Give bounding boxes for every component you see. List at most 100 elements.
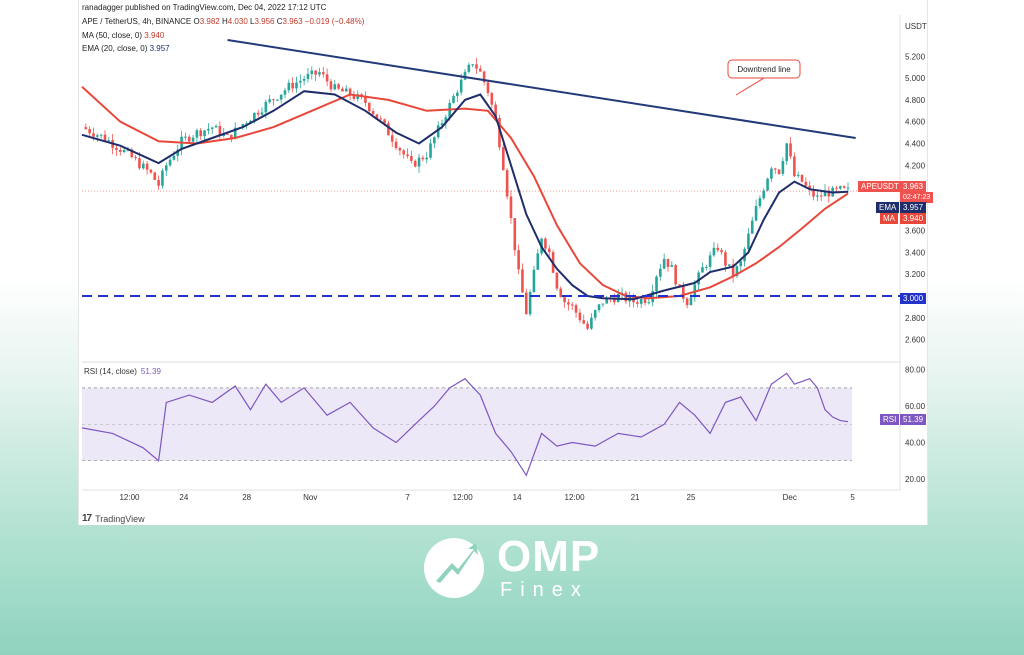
candle-body	[444, 117, 448, 124]
candle-body	[107, 140, 111, 142]
candle-body	[191, 137, 195, 142]
candle-body	[544, 238, 547, 249]
candle-body	[367, 102, 371, 112]
omp-finex-icon	[424, 538, 484, 598]
candle-body	[697, 272, 700, 285]
symbol-tag: APEUSDT	[858, 181, 902, 192]
candle-body	[122, 149, 126, 152]
rsi-label: RSI (14, close)	[84, 367, 137, 376]
candle-body	[521, 269, 524, 293]
candle-body	[674, 265, 677, 285]
rsi-tick-label: 20.00	[905, 475, 926, 484]
candle-body	[475, 64, 478, 69]
price-tick-label: 2.800	[905, 314, 926, 323]
high-label: H	[221, 17, 228, 26]
time-tick-label: 5	[850, 493, 855, 502]
candle-body	[375, 114, 379, 119]
candle-body	[348, 88, 352, 96]
low-label: L	[250, 17, 255, 26]
candle-body	[321, 72, 325, 75]
candle-body	[272, 99, 275, 101]
candle-body	[119, 149, 122, 152]
low-value: 3.956	[254, 17, 275, 26]
candle-body	[766, 178, 769, 191]
candle-body	[337, 84, 340, 89]
rsi-value-tag: 51.39	[900, 414, 927, 425]
candle-body	[429, 143, 432, 158]
time-tick-label: Dec	[783, 493, 797, 502]
candle-body	[816, 195, 819, 197]
candle-body	[808, 185, 811, 190]
candle-body	[739, 261, 743, 267]
candle-body	[260, 112, 264, 115]
symbol-info: APE / TetherUS, 4h, BINANCE	[82, 17, 192, 26]
candle-body	[727, 264, 731, 266]
time-tick-label: 28	[242, 493, 251, 502]
candle-body	[747, 233, 750, 250]
candle-body	[398, 148, 402, 151]
candle-body	[498, 117, 501, 148]
candle-body	[839, 186, 842, 189]
rsi-tick-label: 80.00	[905, 366, 926, 375]
candle-body	[379, 118, 383, 120]
candle-body	[245, 123, 248, 125]
candle-body	[758, 198, 762, 207]
candle-body	[490, 93, 494, 105]
tradingview-brand: TradingView	[95, 513, 145, 524]
ma-value: 3.940	[144, 31, 165, 40]
support-price-tag: 3.000	[900, 293, 927, 304]
candle-body	[601, 303, 605, 305]
candle-body	[406, 154, 409, 157]
candle-body	[456, 92, 459, 97]
candle-body	[310, 70, 314, 74]
last-price-tag: 3.963	[900, 181, 927, 192]
ma-label: MA (50, close, 0)	[82, 31, 143, 40]
ema-value: 3.957	[149, 44, 170, 53]
candle-body	[233, 127, 237, 139]
open-label: O	[193, 17, 200, 26]
candle-body	[364, 96, 367, 103]
candle-body	[130, 149, 134, 158]
candle-body	[502, 147, 505, 171]
time-tick-label: 12:00	[119, 493, 140, 502]
time-tick-label: 24	[179, 493, 188, 502]
publisher-line: ranadagger published on TradingView.com,…	[82, 3, 327, 12]
candle-body	[662, 258, 666, 269]
candle-body	[750, 220, 754, 234]
candle-body	[463, 71, 467, 80]
candle-body	[318, 72, 321, 75]
time-tick-label: 12:00	[565, 493, 586, 502]
candle-body	[279, 94, 283, 100]
candle-body	[352, 95, 356, 99]
candle-body	[210, 127, 214, 129]
time-tick-label: 12:00	[453, 493, 474, 502]
candle-body	[390, 135, 394, 142]
price-axis: USDT 5.2005.0004.8004.6004.4004.2004.000…	[905, 22, 927, 345]
open-value: 3.982	[199, 17, 220, 26]
downtrend-callout: Downtrend line	[727, 59, 801, 96]
candle-body	[781, 161, 785, 174]
rsi-tick-label: 40.00	[905, 438, 926, 447]
close-label: C	[276, 17, 283, 26]
candle-body	[770, 168, 773, 179]
candle-body	[593, 310, 597, 318]
candle-body	[532, 269, 536, 292]
candle-body	[666, 258, 670, 267]
candle-body	[99, 134, 103, 136]
candle-body	[701, 267, 704, 273]
candle-body	[605, 297, 609, 304]
candle-body	[597, 304, 601, 311]
candle-body	[735, 266, 739, 277]
candle-body	[134, 157, 137, 159]
candle-body	[555, 272, 559, 289]
candle-body	[230, 134, 233, 139]
candle-body	[195, 130, 199, 138]
candle-body	[440, 123, 444, 126]
candle-body	[800, 174, 804, 182]
high-value: 4.030	[227, 17, 248, 26]
candle-body	[682, 285, 685, 299]
candle-body	[341, 88, 344, 92]
candle-body	[410, 156, 413, 161]
candle-body	[161, 170, 164, 186]
price-tick-label: 3.400	[905, 248, 926, 257]
